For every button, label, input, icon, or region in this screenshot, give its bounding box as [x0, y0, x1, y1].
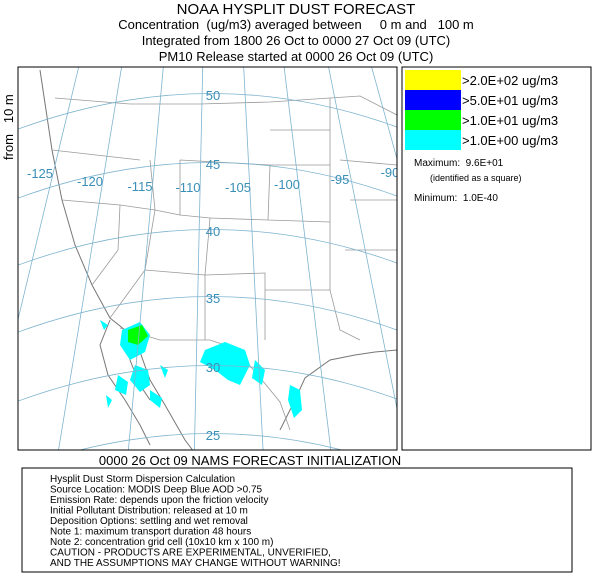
- note-line: Deposition Options: settling and wet rem…: [50, 516, 248, 527]
- note-line: Note 2: concentration grid cell (10x10 k…: [50, 537, 273, 548]
- note-line: AND THE ASSUMPTIONS MAY CHANGE WITHOUT W…: [50, 558, 341, 569]
- footer: 0000 26 Oct 09 NAMS FORECAST INITIALIZAT…: [99, 453, 401, 468]
- note-line: CAUTION - PRODUCTS ARE EXPERIMENTAL, UNV…: [50, 548, 331, 559]
- note-line: Emission Rate: depends upon the friction…: [50, 495, 268, 506]
- longitude-label: -90: [381, 165, 400, 180]
- legend-swatch: [405, 130, 461, 150]
- latitude-label: 40: [206, 224, 220, 239]
- longitude-label: -110: [175, 180, 200, 195]
- latitude-line: [18, 93, 397, 130]
- longitude-line: [283, 67, 332, 450]
- subtitle: Integrated from 1800 26 Oct to 0000 27 O…: [142, 33, 451, 48]
- note-line: Source Location: MODIS Deep Blue AOD >0.…: [50, 485, 262, 496]
- longitude-line: [371, 67, 397, 161]
- latitude-line: [18, 296, 397, 333]
- subtitle: PM10 Release started at 0000 26 Oct 09 (…: [159, 49, 434, 64]
- maximum: Maximum: 9.6E+01: [414, 158, 504, 169]
- note-line: Hysplit Dust Storm Dispersion Calculatio…: [50, 474, 235, 485]
- legend-frame: [401, 66, 592, 451]
- longitude-label: -125: [27, 166, 53, 181]
- state-lines: [51, 98, 397, 341]
- graticule: 50 45 40 35 30 25 -125 -120 -115 -110 -105 -100 -95 -…: [18, 67, 400, 450]
- latitude-label: 50: [206, 88, 220, 103]
- legend: Maximum: 9.6E+01 (identified as a square…: [401, 66, 592, 451]
- note-line: Initial Pollutant Distribution: released…: [50, 506, 248, 517]
- minimum: Minimum: 1.0E-40: [414, 193, 498, 204]
- notes: Hysplit Dust Storm Dispersion Calculatio…: [50, 474, 341, 569]
- title: NOAA HYSPLIT DUST FORECAST: [177, 1, 416, 18]
- legend-label: >2.0E+02 ug/m3: [462, 73, 558, 88]
- longitude-line: [194, 67, 204, 450]
- note-line: Note 1: maximum transport duration 48 ho…: [50, 527, 251, 538]
- longitude-line: [58, 67, 123, 450]
- longitude-label: -115: [127, 179, 152, 194]
- longitude-line: [127, 67, 164, 450]
- latitude-line: [18, 365, 397, 402]
- map: 50 45 40 35 30 25 -125 -120 -115 -110 -105 -100 -95 -…: [17, 66, 400, 451]
- legend-swatch: [405, 90, 461, 110]
- longitude-label: -105: [225, 180, 251, 195]
- map-content: 50 45 40 35 30 25 -125 -120 -115 -110 -105 -100 -95 -…: [18, 67, 400, 450]
- longitude-label: -100: [274, 177, 300, 192]
- maximum-note: (identified as a square): [430, 173, 522, 183]
- canada-border: [54, 95, 397, 116]
- legend-label: >1.0E+00 ug/m3: [462, 133, 558, 148]
- map-frame: [17, 66, 398, 451]
- latitude-line: [78, 433, 344, 450]
- legend-swatch: [405, 110, 461, 130]
- legend-swatch: [405, 70, 461, 90]
- longitude-line: [243, 67, 264, 450]
- latitude-label: 45: [206, 157, 220, 172]
- legend-label: >1.0E+01 ug/m3: [462, 113, 558, 128]
- longitude-line: [18, 67, 80, 322]
- latitude-line: [18, 162, 397, 199]
- subtitle: Concentration (ug/m3) averaged between 0…: [118, 17, 474, 32]
- latitude-line: [18, 229, 397, 266]
- latitude-label: 25: [206, 428, 220, 443]
- side-label: from 10 m: [1, 94, 16, 160]
- notes-box: [21, 467, 573, 573]
- legend-label: >5.0E+01 ug/m3: [462, 93, 558, 108]
- latitude-label: 30: [206, 360, 220, 375]
- longitude-label: -120: [77, 174, 103, 189]
- latitude-label: 35: [206, 291, 220, 306]
- longitude-label: -95: [331, 172, 350, 187]
- dust-green: [128, 325, 148, 345]
- longitude-line: [328, 67, 397, 411]
